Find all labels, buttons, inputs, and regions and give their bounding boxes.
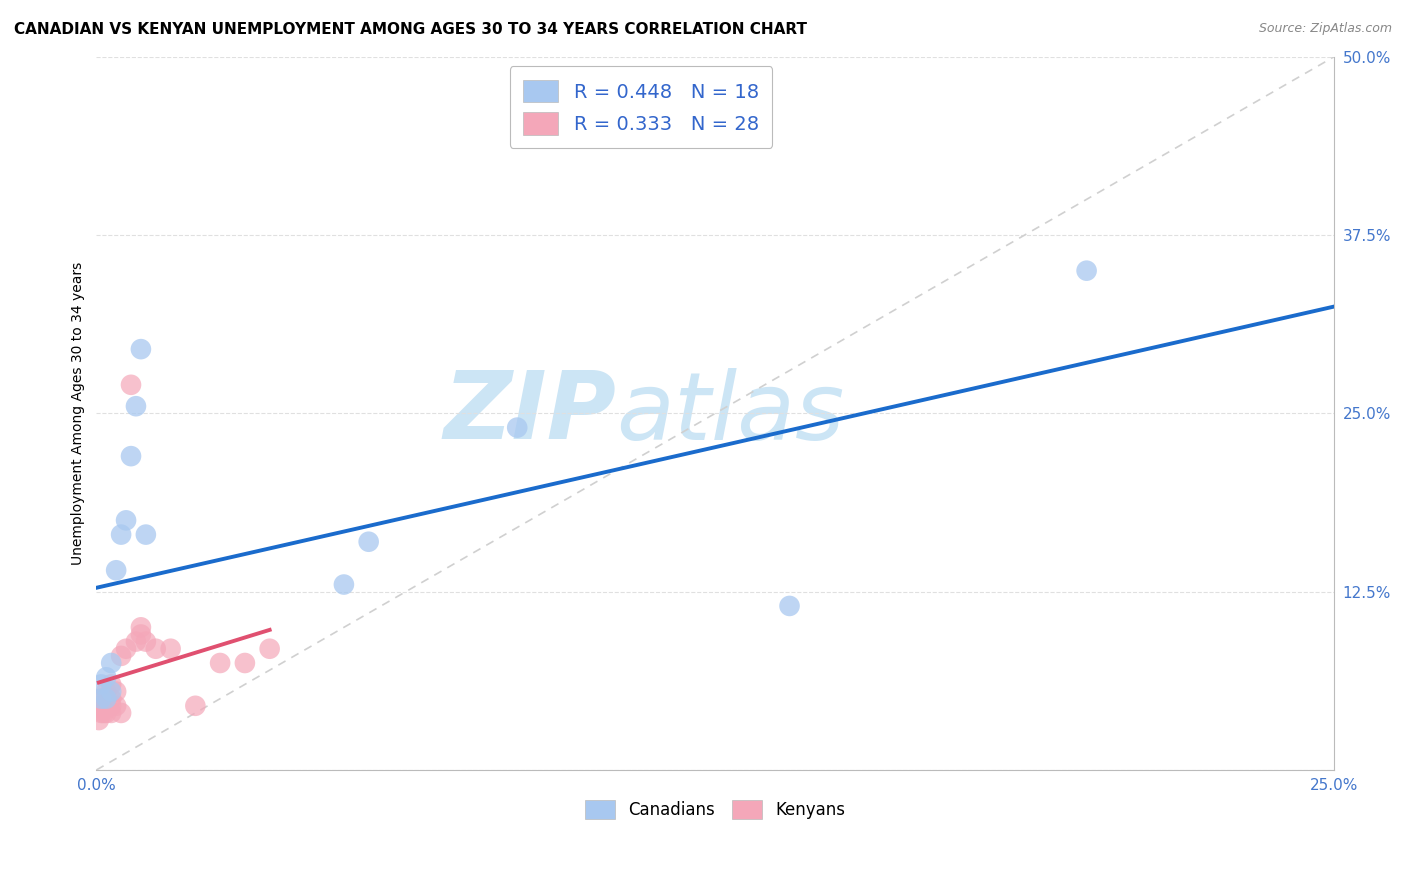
Point — [125, 634, 148, 648]
Point — [90, 691, 112, 706]
Point — [115, 641, 138, 656]
Point — [105, 563, 128, 577]
Point — [90, 698, 112, 713]
Point — [100, 684, 122, 698]
Point — [184, 698, 207, 713]
Point — [90, 691, 112, 706]
Point — [125, 399, 148, 413]
Point — [333, 577, 356, 591]
Y-axis label: Unemployment Among Ages 30 to 34 years: Unemployment Among Ages 30 to 34 years — [72, 261, 86, 565]
Point — [100, 677, 122, 691]
Point — [93, 706, 115, 720]
Point — [96, 691, 118, 706]
Text: ZIP: ZIP — [443, 368, 616, 459]
Point — [129, 342, 152, 356]
Point — [209, 656, 232, 670]
Point — [120, 449, 142, 463]
Point — [129, 620, 152, 634]
Point — [90, 706, 112, 720]
Point — [100, 656, 122, 670]
Point — [87, 713, 110, 727]
Point — [90, 677, 112, 691]
Point — [110, 527, 132, 541]
Point — [105, 698, 128, 713]
Point — [96, 684, 118, 698]
Point — [115, 513, 138, 527]
Point — [1076, 263, 1098, 277]
Point — [110, 706, 132, 720]
Point — [145, 641, 167, 656]
Point — [120, 377, 142, 392]
Point — [105, 684, 128, 698]
Point — [96, 698, 118, 713]
Point — [100, 691, 122, 706]
Point — [135, 634, 157, 648]
Text: Source: ZipAtlas.com: Source: ZipAtlas.com — [1258, 22, 1392, 36]
Text: CANADIAN VS KENYAN UNEMPLOYMENT AMONG AGES 30 TO 34 YEARS CORRELATION CHART: CANADIAN VS KENYAN UNEMPLOYMENT AMONG AG… — [14, 22, 807, 37]
Point — [233, 656, 256, 670]
Point — [96, 706, 118, 720]
Point — [259, 641, 281, 656]
Point — [100, 706, 122, 720]
Point — [159, 641, 181, 656]
Point — [135, 527, 157, 541]
Legend: Canadians, Kenyans: Canadians, Kenyans — [578, 793, 852, 826]
Point — [779, 599, 801, 613]
Point — [110, 648, 132, 663]
Point — [96, 670, 118, 684]
Point — [129, 627, 152, 641]
Point — [100, 698, 122, 713]
Point — [357, 534, 380, 549]
Text: atlas: atlas — [616, 368, 845, 458]
Point — [506, 420, 529, 434]
